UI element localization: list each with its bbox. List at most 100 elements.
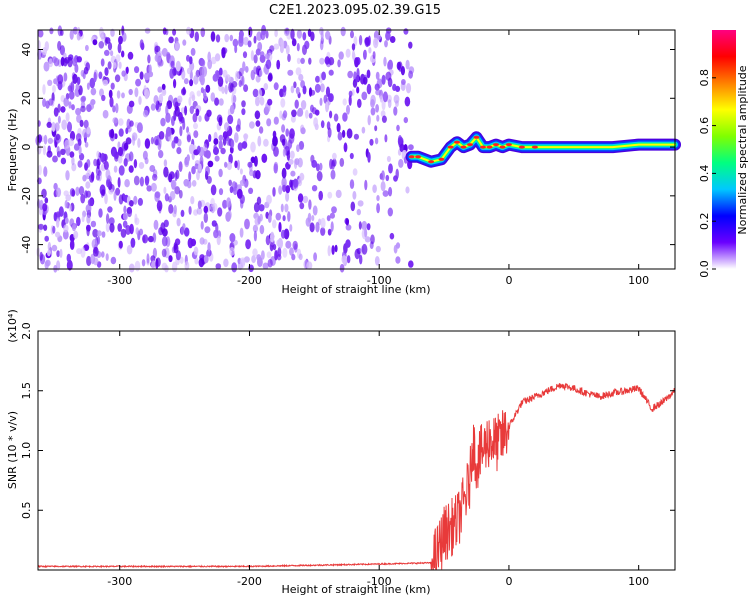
noise-cell <box>51 56 58 64</box>
noise-cell <box>197 200 202 209</box>
noise-cell <box>256 31 262 41</box>
noise-cell <box>353 133 359 140</box>
noise-cell <box>203 205 209 214</box>
noise-cell <box>240 200 244 209</box>
noise-cell <box>285 128 290 137</box>
noise-cell <box>57 74 64 85</box>
noise-cell <box>68 90 75 100</box>
noise-cell <box>125 127 129 135</box>
noise-cell <box>188 206 192 215</box>
noise-cell <box>372 51 376 60</box>
noise-cell <box>261 153 268 163</box>
noise-cell <box>393 106 398 116</box>
noise-cell <box>352 190 357 200</box>
noise-cell <box>126 244 133 255</box>
noise-cell <box>170 60 175 69</box>
noise-cell <box>337 131 343 141</box>
noise-cell <box>104 67 109 76</box>
noise-cell <box>243 36 249 46</box>
noise-cell <box>39 251 43 261</box>
noise-cell <box>80 193 86 204</box>
noise-cell <box>205 150 211 159</box>
noise-cell <box>283 27 290 37</box>
noise-cell <box>51 244 58 252</box>
noise-cell <box>278 221 282 233</box>
noise-cell <box>282 215 286 222</box>
noise-cell <box>156 200 163 212</box>
noise-cell <box>254 110 261 120</box>
noise-cell <box>354 248 361 260</box>
noise-cell <box>112 149 117 157</box>
noise-cell <box>381 170 385 181</box>
x-tick-label: -300 <box>107 274 132 287</box>
noise-cell <box>207 242 211 253</box>
noise-cell <box>180 209 185 217</box>
noise-cell <box>192 113 198 123</box>
noise-cell <box>90 171 95 182</box>
noise-cell <box>229 186 234 194</box>
noise-cell <box>157 56 162 68</box>
noise-cell <box>266 194 272 205</box>
noise-cell <box>165 112 171 123</box>
noise-cell <box>109 223 115 233</box>
noise-cell <box>341 255 347 264</box>
noise-cell <box>149 165 156 172</box>
noise-cell <box>129 200 134 207</box>
noise-cell <box>85 62 90 71</box>
noise-cell <box>243 84 249 92</box>
noise-cell <box>74 63 79 73</box>
noise-cell <box>250 156 256 164</box>
noise-cell <box>82 128 88 138</box>
noise-cell <box>98 41 105 49</box>
noise-cell <box>387 61 391 70</box>
noise-cell <box>388 186 393 197</box>
noise-cell <box>175 169 180 180</box>
noise-cell <box>86 214 91 224</box>
noise-cell <box>44 197 49 204</box>
noise-cell <box>135 78 142 87</box>
noise-cell <box>153 95 159 105</box>
noise-cell <box>144 175 150 186</box>
noise-cell <box>160 117 166 127</box>
noise-cell <box>313 117 318 128</box>
noise-cell <box>319 162 323 171</box>
noise-cell <box>118 35 123 45</box>
noise-cell <box>282 85 287 93</box>
noise-cell <box>204 139 209 148</box>
noise-cell <box>386 155 391 163</box>
noise-cell <box>287 69 294 76</box>
noise-cell <box>265 30 269 39</box>
top-y-ticks: -40 -20 0 20 40 <box>20 43 675 254</box>
noise-cell <box>261 250 265 260</box>
signal-peak <box>518 145 525 149</box>
noise-cell <box>349 152 354 160</box>
noise-cell <box>230 139 235 149</box>
noise-cell <box>395 256 401 264</box>
noise-cell <box>214 97 220 106</box>
noise-cell <box>120 228 127 238</box>
chart-title: C2E1.2023.095.02.39.G15 <box>269 3 441 18</box>
noise-cell <box>286 150 291 161</box>
noise-cell <box>234 70 240 82</box>
noise-cell <box>314 109 320 116</box>
signal-peak <box>454 140 460 144</box>
noise-cell <box>133 175 140 186</box>
noise-cell <box>294 158 300 166</box>
noise-cell <box>193 130 199 139</box>
noise-cell <box>42 145 47 156</box>
noise-cell <box>393 94 400 104</box>
noise-cell <box>214 70 220 79</box>
noise-cell <box>179 125 183 137</box>
noise-cell <box>81 95 87 102</box>
noise-cell <box>161 262 168 271</box>
noise-cell <box>89 77 96 89</box>
noise-cell <box>131 132 138 141</box>
noise-cell <box>199 155 204 166</box>
snr-series-line <box>37 382 676 570</box>
noise-cell <box>222 69 228 78</box>
noise-cell <box>331 245 335 255</box>
noise-cell <box>139 176 144 187</box>
noise-cell <box>345 48 351 58</box>
noise-cell <box>43 166 48 177</box>
noise-cell <box>118 128 124 137</box>
